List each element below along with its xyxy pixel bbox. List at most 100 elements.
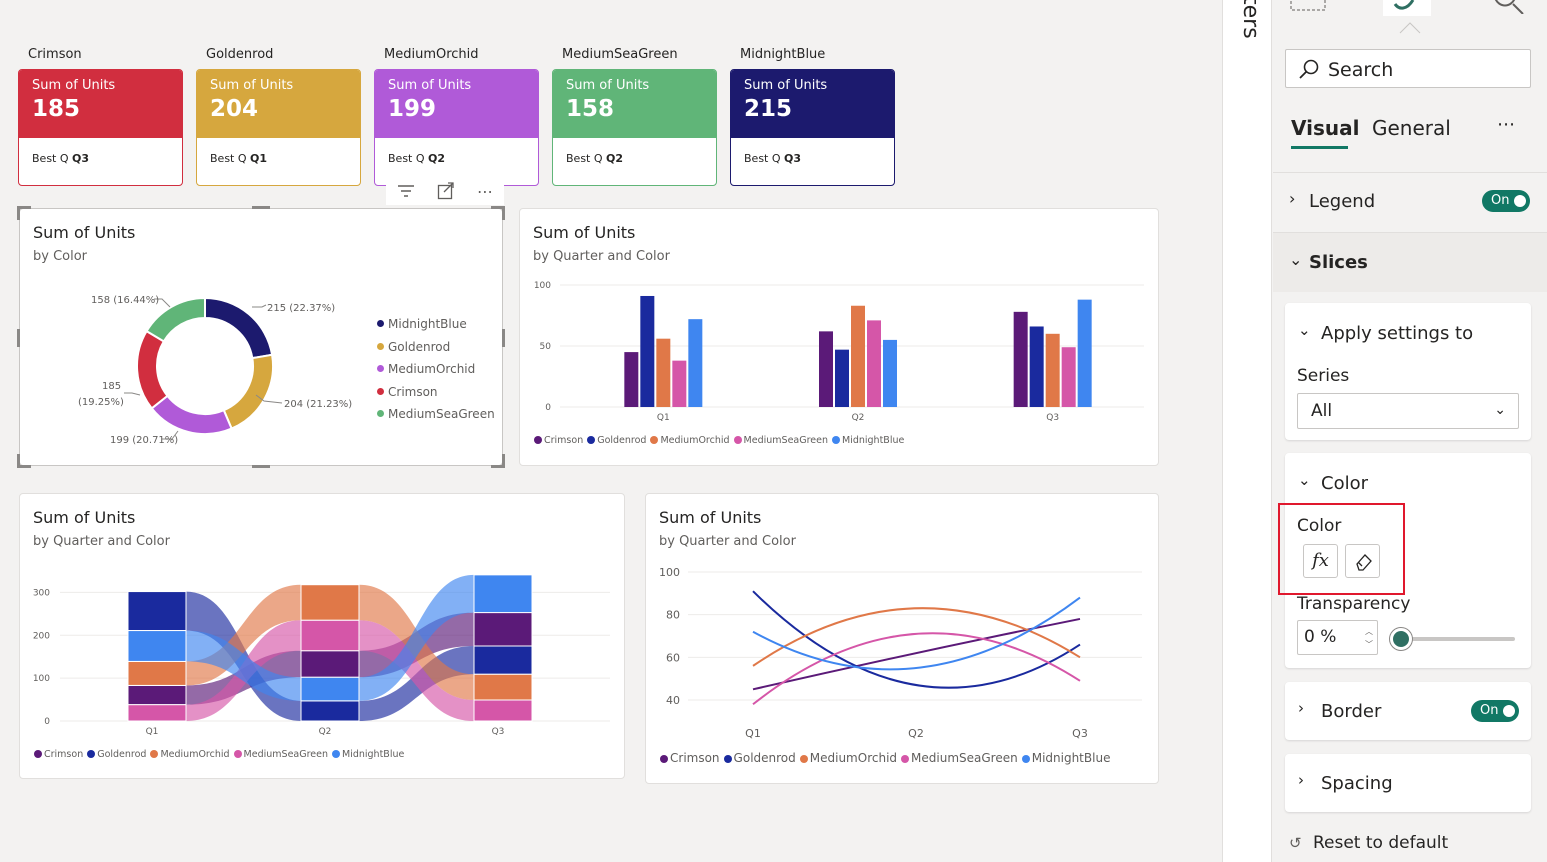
chevron-down-icon[interactable]: ⌄ <box>1298 471 1311 489</box>
build-visual-icon[interactable] <box>1289 0 1329 14</box>
color-section-title[interactable]: Color <box>1321 473 1368 494</box>
bar[interactable] <box>1013 311 1028 407</box>
ribbon-column-segment[interactable] <box>473 673 533 701</box>
ribbon-column-segment[interactable] <box>300 650 360 678</box>
donut-slice[interactable] <box>222 353 274 430</box>
ribbon-band[interactable] <box>359 574 474 701</box>
kpi-card[interactable]: Sum of Units 158 Best Q Q2 <box>552 69 717 186</box>
donut-slice[interactable] <box>145 296 206 343</box>
donut-slice[interactable] <box>136 329 169 410</box>
tab-visual[interactable]: Visual <box>1291 116 1360 140</box>
ribbon-column-segment[interactable] <box>127 591 187 632</box>
bar[interactable] <box>883 339 897 407</box>
focus-mode-icon[interactable] <box>437 182 455 200</box>
legend-item[interactable]: Goldenrod <box>587 435 646 446</box>
legend-toggle[interactable]: On <box>1482 190 1530 212</box>
ribbon-column-segment[interactable] <box>300 676 360 702</box>
legend-item[interactable]: MidnightBlue <box>1021 751 1110 765</box>
bar[interactable] <box>835 349 849 407</box>
bar[interactable] <box>1061 347 1076 407</box>
border-card[interactable]: › Border On <box>1285 682 1531 740</box>
legend-item[interactable]: MediumSeaGreen <box>377 403 495 426</box>
bar[interactable] <box>867 320 881 407</box>
bar[interactable] <box>656 338 671 407</box>
ribbon-column-segment[interactable] <box>127 630 187 662</box>
more-options-icon[interactable]: ⋯ <box>477 181 493 201</box>
resize-handle[interactable] <box>502 454 505 468</box>
bar[interactable] <box>672 360 687 407</box>
ribbon-column-segment[interactable] <box>473 612 533 647</box>
resize-handle[interactable] <box>17 465 31 468</box>
ribbon-column-segment[interactable] <box>473 699 533 722</box>
line-series[interactable] <box>752 607 1081 667</box>
legend-item[interactable]: MediumOrchid <box>377 358 495 381</box>
resize-handle[interactable] <box>17 206 20 220</box>
kpi-card[interactable]: Sum of Units 215 Best Q Q3 <box>730 69 895 186</box>
legend-item[interactable]: MediumSeaGreen <box>901 751 1018 765</box>
bar[interactable] <box>1045 333 1060 407</box>
filters-pane-collapsed[interactable]: ters <box>1223 0 1272 862</box>
bar-visual[interactable]: Sum of Units by Quarter and Color 100 50 0… <box>519 208 1159 466</box>
resize-handle[interactable] <box>502 329 505 347</box>
resize-handle[interactable] <box>252 465 270 468</box>
ribbon-column-segment[interactable] <box>300 584 360 621</box>
transparency-input[interactable]: 0 % ︿ ﹀ <box>1297 620 1378 655</box>
legend-item[interactable]: MediumOrchid <box>799 751 897 765</box>
bar[interactable] <box>819 331 833 407</box>
line-series[interactable] <box>752 590 1081 689</box>
bar[interactable] <box>1077 299 1092 407</box>
legend-item[interactable]: MidnightBlue <box>377 313 495 336</box>
spin-down-icon[interactable]: ﹀ <box>1365 640 1373 649</box>
ribbon-band[interactable] <box>186 630 301 701</box>
filter-icon[interactable] <box>397 183 415 199</box>
tab-general[interactable]: General <box>1372 116 1451 140</box>
line-visual[interactable]: Sum of Units by Quarter and Color 100 80 6… <box>645 493 1159 784</box>
ribbon-column-segment[interactable] <box>300 700 360 722</box>
legend-item[interactable]: MidnightBlue <box>332 749 404 760</box>
legend-item[interactable]: Crimson <box>660 751 720 765</box>
legend-section[interactable]: › Legend On <box>1273 172 1547 228</box>
ribbon-column-segment[interactable] <box>127 704 187 722</box>
series-dropdown[interactable]: All ⌄ <box>1297 393 1519 429</box>
ribbon-column-segment[interactable] <box>127 660 187 686</box>
ribbon-column-segment[interactable] <box>300 619 360 652</box>
transparency-slider-track[interactable] <box>1399 637 1515 641</box>
legend-item[interactable]: Crimson <box>34 749 83 760</box>
resize-handle[interactable] <box>491 206 505 209</box>
spacing-card[interactable]: › Spacing <box>1285 754 1531 812</box>
legend-item[interactable]: MediumSeaGreen <box>733 435 828 446</box>
analytics-icon[interactable] <box>1489 0 1529 14</box>
bar[interactable] <box>1029 326 1044 407</box>
bar[interactable] <box>640 295 655 407</box>
ribbon-band[interactable] <box>359 620 474 721</box>
kpi-card[interactable]: Sum of Units 185 Best Q Q3 <box>18 69 183 186</box>
resize-handle[interactable] <box>491 465 505 468</box>
line-series[interactable] <box>752 632 1081 706</box>
bar[interactable] <box>624 352 639 407</box>
legend-item[interactable]: Crimson <box>377 381 495 404</box>
search-box[interactable]: Search <box>1285 49 1531 88</box>
reset-color-button[interactable] <box>1345 544 1380 578</box>
resize-handle[interactable] <box>17 206 31 209</box>
resize-handle[interactable] <box>252 206 270 209</box>
legend-item[interactable]: MediumSeaGreen <box>233 749 328 760</box>
ribbon-column-segment[interactable] <box>127 684 187 706</box>
legend-item[interactable]: Crimson <box>534 435 583 446</box>
reset-to-default-button[interactable]: ↺ Reset to default <box>1289 833 1448 853</box>
bar[interactable] <box>688 319 703 407</box>
ribbon-visual[interactable]: Sum of Units by Quarter and Color 300 200… <box>19 493 625 779</box>
line-series[interactable] <box>752 617 1081 691</box>
more-options-button[interactable]: ⋯ <box>1497 114 1515 135</box>
ribbon-column-segment[interactable] <box>473 574 533 614</box>
transparency-slider-thumb[interactable] <box>1390 628 1412 650</box>
ribbon-column-segment[interactable] <box>473 645 533 675</box>
kpi-card[interactable]: Sum of Units 199 Best Q Q2 <box>374 69 539 186</box>
legend-item[interactable]: MediumOrchid <box>650 435 730 446</box>
chevron-down-icon[interactable]: ⌄ <box>1298 321 1311 339</box>
bar[interactable] <box>851 305 865 407</box>
line-series[interactable] <box>752 596 1081 671</box>
donut-visual[interactable]: Sum of Units by Color 215 (22.37%) 204 (… <box>19 208 503 466</box>
legend-item[interactable]: Goldenrod <box>87 749 146 760</box>
apply-settings-title[interactable]: Apply settings to <box>1321 323 1474 344</box>
fx-conditional-format-button[interactable]: fx <box>1303 544 1338 578</box>
